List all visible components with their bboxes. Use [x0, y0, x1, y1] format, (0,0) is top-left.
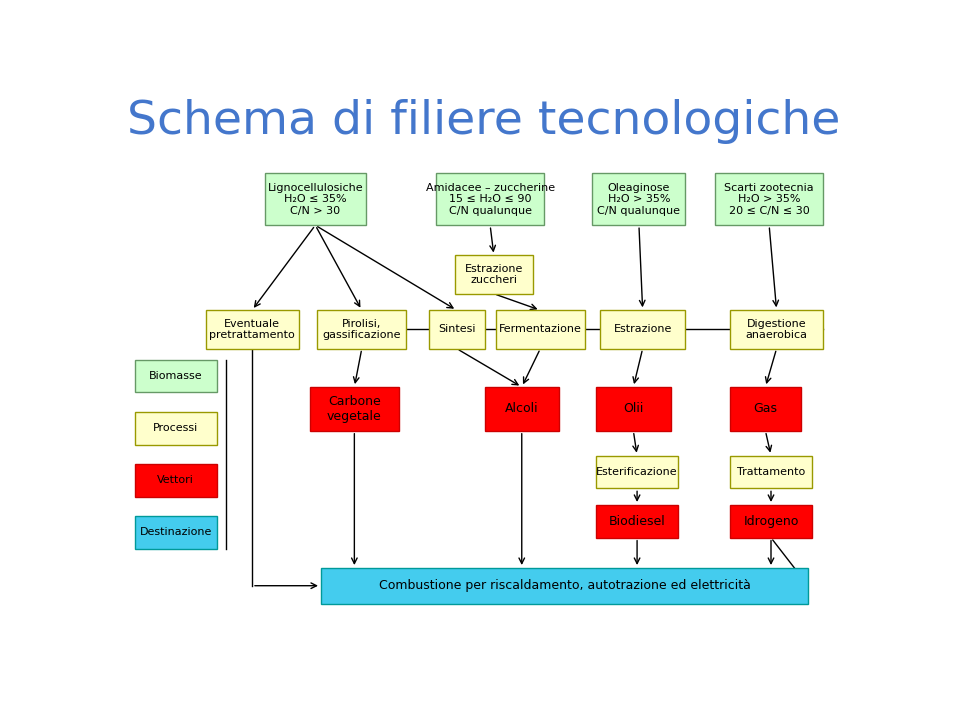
FancyBboxPatch shape: [600, 310, 685, 349]
FancyBboxPatch shape: [730, 310, 823, 349]
FancyBboxPatch shape: [592, 173, 685, 225]
FancyBboxPatch shape: [596, 456, 678, 488]
FancyBboxPatch shape: [265, 173, 366, 225]
FancyBboxPatch shape: [495, 310, 585, 349]
FancyBboxPatch shape: [134, 360, 217, 392]
Text: Eventuale
pretrattamento: Eventuale pretrattamento: [209, 318, 295, 340]
Text: Destinazione: Destinazione: [139, 528, 212, 538]
Text: Oleaginose
H₂O > 35%
C/N qualunque: Oleaginose H₂O > 35% C/N qualunque: [597, 182, 681, 216]
FancyBboxPatch shape: [317, 310, 406, 349]
Text: Scarti zootecnia
H₂O > 35%
20 ≤ C/N ≤ 30: Scarti zootecnia H₂O > 35% 20 ≤ C/N ≤ 30: [725, 182, 814, 216]
FancyBboxPatch shape: [730, 505, 812, 538]
Text: Trattamento: Trattamento: [737, 467, 805, 477]
Text: Biodiesel: Biodiesel: [609, 515, 665, 528]
Text: Carbone
vegetale: Carbone vegetale: [327, 395, 382, 423]
Text: Idrogeno: Idrogeno: [743, 515, 799, 528]
FancyBboxPatch shape: [134, 515, 217, 549]
FancyBboxPatch shape: [429, 310, 485, 349]
FancyBboxPatch shape: [310, 387, 399, 431]
FancyBboxPatch shape: [134, 412, 217, 444]
Text: Estrazione: Estrazione: [613, 325, 672, 335]
Text: Processi: Processi: [154, 423, 199, 433]
FancyBboxPatch shape: [730, 456, 812, 488]
Text: Combustione per riscaldamento, autotrazione ed elettricità: Combustione per riscaldamento, autotrazi…: [378, 579, 751, 592]
FancyBboxPatch shape: [715, 173, 823, 225]
Text: Vettori: Vettori: [157, 475, 194, 485]
FancyBboxPatch shape: [134, 464, 217, 497]
Text: Biomasse: Biomasse: [149, 371, 203, 381]
FancyBboxPatch shape: [455, 256, 533, 294]
Text: Lignocellulosiche
H₂O ≤ 35%
C/N > 30: Lignocellulosiche H₂O ≤ 35% C/N > 30: [268, 182, 363, 216]
Text: Gas: Gas: [754, 402, 778, 415]
FancyBboxPatch shape: [730, 387, 801, 431]
FancyBboxPatch shape: [436, 173, 544, 225]
Text: Olii: Olii: [623, 402, 643, 415]
Text: Esterificazione: Esterificazione: [596, 467, 678, 477]
Text: Sintesi: Sintesi: [438, 325, 475, 335]
FancyBboxPatch shape: [596, 387, 670, 431]
Text: Estrazione
zuccheri: Estrazione zuccheri: [465, 263, 523, 286]
FancyBboxPatch shape: [205, 310, 299, 349]
Text: Pirolisi,
gassificazione: Pirolisi, gassificazione: [323, 318, 401, 340]
Text: Schema di filiere tecnologiche: Schema di filiere tecnologiche: [128, 99, 841, 144]
Text: Digestione
anaerobica: Digestione anaerobica: [746, 318, 807, 340]
FancyBboxPatch shape: [321, 568, 808, 604]
Text: Amidacee – zuccherine
15 ≤ H₂O ≤ 90
C/N qualunque: Amidacee – zuccherine 15 ≤ H₂O ≤ 90 C/N …: [425, 182, 555, 216]
FancyBboxPatch shape: [596, 505, 678, 538]
Text: Alcoli: Alcoli: [505, 402, 539, 415]
Text: Fermentazione: Fermentazione: [499, 325, 582, 335]
FancyBboxPatch shape: [485, 387, 559, 431]
